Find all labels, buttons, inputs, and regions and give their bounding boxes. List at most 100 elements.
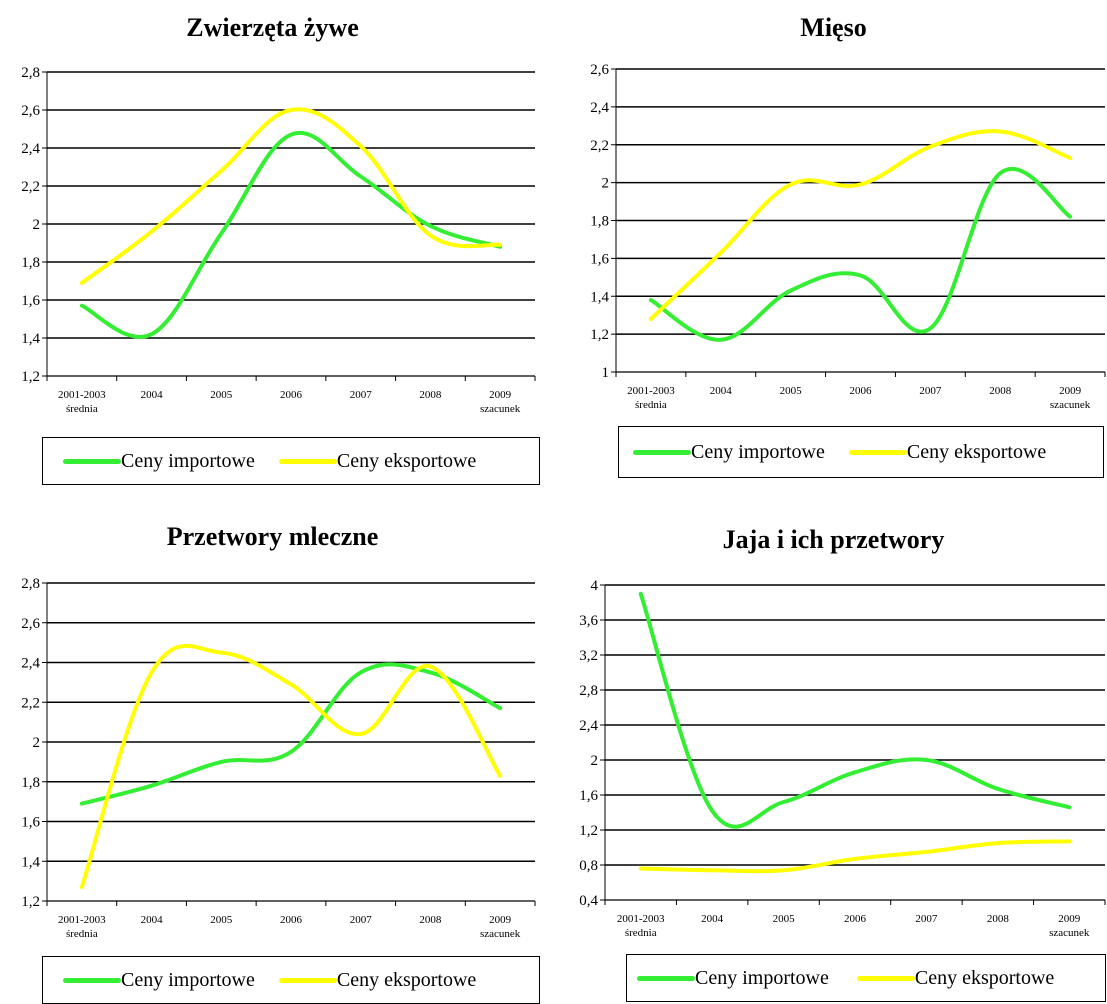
y-tick-label: 1,2	[579, 823, 598, 839]
y-tick-label: 2,4	[21, 656, 40, 672]
series-line-export	[79, 643, 503, 890]
x-tick-label: szacunek	[480, 928, 521, 940]
chart-plot: 1 1,2 1,4 1,6 1,8 2 2,2 2,4 2,6 2001-2003 średnia 2…	[590, 62, 1106, 411]
legend-swatch-export	[278, 458, 337, 464]
y-tick-label: 2,2	[21, 179, 40, 195]
x-tick-label: szacunek	[1049, 927, 1090, 939]
x-tick-label: 2004	[141, 914, 164, 926]
chart-title: Zwierzęta żywe	[186, 13, 359, 42]
x-tick-label: średnia	[66, 403, 98, 415]
y-tick-label: 2	[33, 217, 41, 233]
legend-entry-export: Ceny eksportowe	[848, 440, 1047, 464]
x-tick-label: 2004	[710, 385, 733, 397]
y-tick-label: 1,4	[590, 289, 609, 305]
y-tick-label: 2,4	[21, 141, 40, 157]
x-tick-label: 2004	[141, 389, 164, 401]
x-tick-label: 2005	[780, 385, 803, 397]
y-tick-label: 1,6	[579, 788, 598, 804]
series-line-import	[638, 591, 1072, 829]
y-tick-label: 2	[33, 735, 41, 751]
x-tick-label: 2009	[489, 914, 512, 926]
chart-legend: Ceny importowe Ceny eksportowe	[626, 954, 1106, 1002]
legend-entry-import: Ceny importowe	[637, 967, 829, 990]
chart-legend: Ceny importowe Ceny eksportowe	[42, 956, 540, 1004]
x-tick-label: 2008	[987, 913, 1010, 925]
y-tick-label: 2,6	[590, 62, 609, 78]
chart-title: Jaja i ich przetwory	[722, 525, 945, 554]
chart-panel-mieso: Mięso 1 1,2 1,4 1,6 1,8 2 2,2 2,4 2,6 2001-2003 śr…	[560, 0, 1107, 495]
series-line-export	[79, 107, 503, 285]
legend-label-import: Ceny importowe	[121, 968, 255, 991]
x-tick-label: 2007	[919, 385, 942, 397]
chart-panel-jaja: Jaja i ich przetwory 0,4 0,8 1,2 1,6 2 2,4 2,8…	[560, 505, 1107, 1004]
legend-swatch-export	[856, 975, 915, 981]
y-tick-label: 2,2	[590, 138, 609, 154]
legend-swatch-export	[848, 449, 907, 455]
y-tick-label: 2,4	[579, 718, 598, 734]
x-tick-label: 2005	[210, 914, 233, 926]
x-tick-label: 2008	[989, 385, 1012, 397]
y-tick-label: 3,6	[579, 613, 598, 629]
y-tick-label: 0,8	[579, 858, 598, 874]
x-tick-label: 2001-2003	[627, 385, 675, 397]
legend-swatch-export	[278, 977, 337, 983]
chart-panel-zwierzeta: Zwierzęta żywe 1,2 1,4 1,6 1,8 2 2,2 2,4 2,6 2,8…	[0, 0, 545, 495]
legend-entry-import: Ceny importowe	[633, 441, 825, 464]
y-tick-label: 1,8	[21, 775, 40, 791]
chart-plot: 1,2 1,4 1,6 1,8 2 2,2 2,4 2,6 2,8 2001-2003 średni…	[21, 65, 536, 415]
x-tick-label: 2007	[350, 389, 373, 401]
x-tick-label: 2007	[350, 914, 373, 926]
y-tick-label: 1,4	[21, 331, 40, 347]
x-tick-label: 2007	[915, 913, 938, 925]
y-tick-label: 1,6	[21, 815, 40, 831]
y-tick-label: 2,8	[579, 683, 598, 699]
x-tick-label: 2001-2003	[58, 389, 106, 401]
legend-entry-export: Ceny eksportowe	[856, 966, 1055, 990]
legend-label-export: Ceny eksportowe	[336, 449, 477, 472]
chart-legend: Ceny importowe Ceny eksportowe	[618, 426, 1104, 478]
x-tick-label: 2005	[773, 913, 796, 925]
chart-title: Przetwory mleczne	[166, 522, 379, 551]
legend-label-import: Ceny importowe	[695, 966, 829, 989]
chart-panel-mleczne: Przetwory mleczne 1,2 1,4 1,6 1,8 2 2,2 2,4 2,6…	[0, 505, 545, 1004]
x-tick-label: szacunek	[480, 403, 521, 415]
legend-label-export: Ceny eksportowe	[906, 440, 1047, 463]
x-tick-label: 2009	[1059, 385, 1082, 397]
x-tick-label: 2006	[844, 913, 867, 925]
y-tick-label: 2,2	[21, 695, 40, 711]
y-tick-label: 2,8	[21, 65, 40, 81]
x-tick-label: 2009	[489, 389, 512, 401]
y-tick-label: 1,6	[590, 251, 609, 267]
legend-label-import: Ceny importowe	[691, 440, 825, 463]
legend-label-export: Ceny eksportowe	[914, 966, 1055, 989]
y-tick-label: 2	[591, 753, 599, 769]
y-tick-label: 1,2	[590, 327, 609, 343]
x-tick-label: 2001-2003	[58, 914, 106, 926]
legend-swatch-import	[637, 975, 695, 981]
series-line-export	[638, 839, 1072, 874]
chart-legend: Ceny importowe Ceny eksportowe	[42, 437, 540, 485]
legend-swatch-import	[633, 449, 691, 455]
legend-entry-import: Ceny importowe	[63, 969, 255, 992]
x-tick-label: 2008	[419, 914, 442, 926]
x-tick-label: średnia	[635, 399, 667, 411]
y-tick-label: 2,6	[21, 616, 40, 632]
y-tick-label: 2,4	[590, 100, 609, 116]
legend-label-import: Ceny importowe	[121, 449, 255, 472]
legend-entry-export: Ceny eksportowe	[278, 449, 477, 473]
x-tick-label: szacunek	[1050, 399, 1091, 411]
x-tick-label: średnia	[625, 927, 657, 939]
legend-label-export: Ceny eksportowe	[336, 968, 477, 991]
y-tick-label: 1,4	[21, 854, 40, 870]
x-tick-label: 2006	[280, 914, 303, 926]
legend-swatch-import	[63, 458, 121, 464]
x-tick-label: 2004	[701, 913, 724, 925]
chart-title: Mięso	[800, 13, 867, 42]
y-tick-label: 2	[602, 176, 610, 192]
chart-plot: 1,2 1,4 1,6 1,8 2 2,2 2,4 2,6 2,8 2001-2003 średni…	[21, 576, 536, 940]
chart-plot: 0,4 0,8 1,2 1,6 2 2,4 2,8 3,2 3,6 4 2001-2003 średn…	[579, 578, 1106, 939]
x-tick-label: 2006	[850, 385, 873, 397]
legend-entry-import: Ceny importowe	[63, 450, 255, 473]
x-tick-label: 2005	[210, 389, 233, 401]
x-tick-label: 2001-2003	[617, 913, 665, 925]
